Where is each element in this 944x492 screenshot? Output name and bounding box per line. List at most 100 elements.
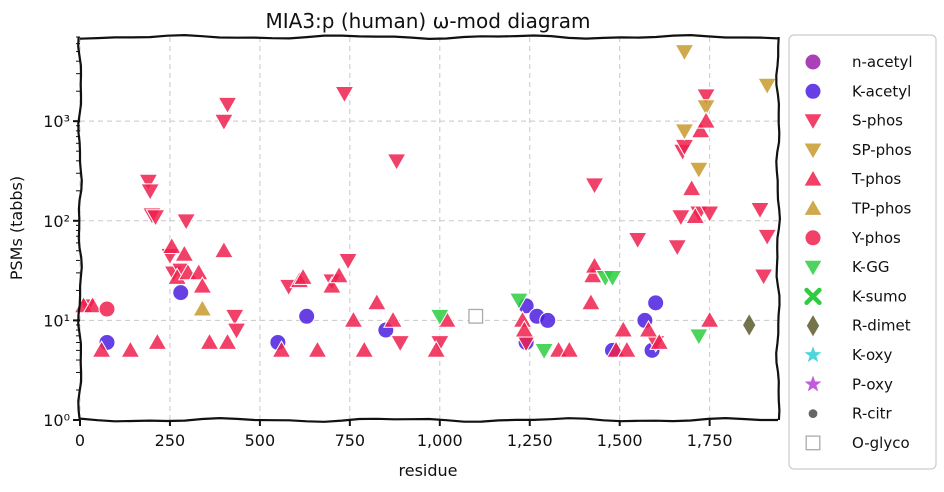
- data-point-k-acetyl: [539, 311, 557, 329]
- data-point-t-phos: [192, 276, 213, 294]
- data-points: [73, 44, 778, 361]
- data-point-t-phos: [616, 340, 637, 358]
- x-tick-label: 0: [75, 431, 85, 450]
- data-point-t-phos: [382, 310, 404, 328]
- x-tick-label: 1,750: [687, 431, 733, 450]
- x-axis-label: residue: [399, 461, 458, 480]
- data-point-s-phos: [695, 88, 717, 106]
- y-tick-label: 10²: [43, 212, 70, 231]
- data-point-s-phos: [749, 202, 771, 220]
- data-point-t-phos: [328, 265, 350, 284]
- data-point-o-glyco: [468, 308, 484, 324]
- legend-label: Y-phos: [851, 229, 901, 247]
- legend-label: K-sumo: [852, 287, 907, 305]
- legend-label: K-oxy: [852, 346, 893, 364]
- data-point-sp-phos: [674, 44, 695, 62]
- data-point-t-phos: [91, 340, 112, 358]
- y-axis-label: PSMs (tabbs): [7, 176, 26, 280]
- data-point-s-phos: [138, 173, 159, 192]
- legend-label: P-oxy: [852, 375, 893, 393]
- data-point-s-phos: [699, 205, 720, 224]
- legend-label: R-citr: [852, 405, 893, 423]
- data-point-t-phos: [580, 292, 601, 311]
- data-point-t-phos: [188, 262, 209, 281]
- legend-marker-k-sumo: [804, 287, 822, 306]
- legend-marker-t-phos: [802, 168, 824, 187]
- data-point-k-acetyl: [647, 294, 665, 312]
- data-point-t-phos: [271, 340, 292, 358]
- axis-ticks: 0 250 500 750 1,000 1,250 1,500 1,750 10⁰ 10¹ 10² 1…: [43, 36, 733, 450]
- data-point-t-phos: [354, 340, 375, 358]
- x-tick-label: 1,000: [417, 431, 463, 450]
- data-point-t-phos: [681, 178, 702, 197]
- data-point-t-phos: [649, 332, 670, 350]
- plot-frame: [77, 33, 782, 423]
- data-point-t-phos: [147, 332, 168, 350]
- data-point-t-phos: [307, 340, 328, 358]
- chart-title: MIA3:p (human) ω-mod diagram: [266, 9, 591, 33]
- legend-label: T-phos: [851, 170, 901, 188]
- data-point-t-phos: [199, 332, 220, 350]
- data-point-t-phos: [426, 340, 447, 358]
- data-point-s-phos: [217, 96, 238, 115]
- data-point-t-phos: [584, 255, 605, 274]
- legend-label: K-acetyl: [852, 82, 911, 100]
- legend-marker-sp-phos: [802, 142, 824, 161]
- legend: n-acetyl K-acetyl S-phos SP-phos T-phos TP-ph…: [788, 34, 937, 470]
- data-point-t-phos: [582, 265, 603, 284]
- legend-marker-r-citr: [808, 409, 818, 418]
- y-tick-label: 10⁰: [43, 411, 70, 430]
- y-tick-label: 10³: [43, 112, 70, 131]
- legend-marker-n-acetyl: [804, 53, 822, 71]
- x-tick-label: 750: [335, 431, 366, 450]
- y-tick-label: 10¹: [43, 311, 70, 330]
- data-point-sp-phos: [757, 77, 778, 96]
- data-point-t-phos: [293, 267, 314, 285]
- data-point-t-phos: [699, 310, 720, 328]
- data-point-s-phos: [145, 209, 166, 227]
- data-point-sp-phos: [695, 99, 717, 117]
- data-point-t-phos: [174, 244, 195, 262]
- legend-label: n-acetyl: [852, 53, 913, 71]
- data-point-s-phos: [627, 232, 648, 250]
- data-point-t-phos: [638, 319, 659, 338]
- data-point-s-phos: [584, 177, 605, 195]
- legend-label: K-GG: [852, 258, 889, 276]
- legend-marker-k-gg: [802, 259, 824, 278]
- grid: [79, 37, 778, 420]
- data-point-s-phos: [390, 335, 411, 353]
- data-point-t-phos: [559, 340, 580, 358]
- data-point-t-phos: [343, 310, 364, 328]
- data-point-t-phos: [217, 332, 238, 350]
- legend-label: O-glyco: [852, 434, 910, 452]
- data-point-s-phos: [224, 308, 245, 327]
- legend-label: R-dimet: [852, 317, 911, 335]
- data-point-t-phos: [695, 110, 717, 129]
- data-point-s-phos: [386, 153, 407, 172]
- data-point-s-phos: [337, 253, 359, 271]
- data-point-t-phos: [161, 236, 182, 255]
- data-point-t-phos: [120, 340, 141, 358]
- data-point-t-phos: [213, 240, 234, 259]
- data-point-k-gg: [688, 328, 709, 347]
- data-point-t-phos: [514, 319, 535, 338]
- data-point-s-phos: [757, 228, 778, 247]
- data-point-s-phos: [226, 322, 247, 341]
- x-tick-label: 500: [245, 431, 276, 450]
- data-point-s-phos: [213, 113, 234, 132]
- legend-marker-tp-phos: [802, 198, 824, 216]
- legend-marker-r-dimet: [806, 315, 820, 337]
- data-point-sp-phos: [688, 161, 709, 180]
- x-tick-label: 250: [155, 431, 186, 450]
- data-point-k-gg: [429, 308, 450, 327]
- legend-label: TP-phos: [851, 200, 911, 218]
- data-point-k-gg: [602, 270, 623, 288]
- legend-marker-k-acetyl: [804, 82, 822, 100]
- data-point-s-phos: [670, 209, 691, 227]
- data-point-s-phos: [176, 213, 197, 231]
- x-tick-label: 1,250: [507, 431, 553, 450]
- data-point-t-phos: [321, 276, 342, 294]
- data-point-t-phos: [690, 120, 711, 139]
- legend-marker-o-glyco: [805, 435, 821, 451]
